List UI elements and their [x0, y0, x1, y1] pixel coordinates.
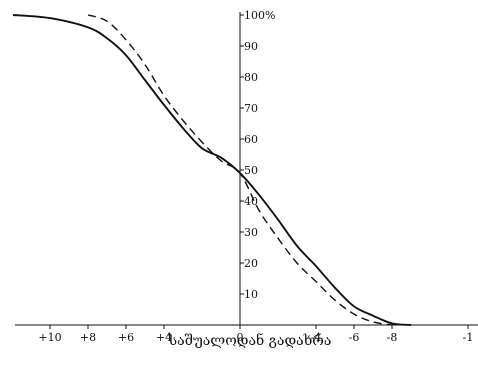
y-tick-label: 80 [244, 71, 258, 84]
y-tick-label: 10 [244, 288, 258, 301]
y-tick-label: 50 [244, 164, 258, 177]
x-tick-label: -8 [387, 331, 398, 344]
y-tick-label: 40 [244, 195, 258, 208]
x-tick-label: +6 [118, 331, 134, 344]
solid-series-line [12, 14, 412, 326]
y-tick-label: 100% [244, 9, 275, 22]
x-tick-label: -4 [311, 331, 322, 344]
y-tick-label: 70 [244, 102, 258, 115]
x-tick-label: -1 [463, 331, 474, 344]
y-tick-label: 60 [244, 133, 258, 146]
y-tick-label: 30 [244, 226, 258, 239]
y-tick-label: 20 [244, 257, 258, 270]
dashed-series-line [87, 14, 393, 326]
x-tick-label: +8 [80, 331, 96, 344]
x-tick-label: +10 [38, 331, 61, 344]
x-tick-label: -6 [349, 331, 360, 344]
x-tick-label: +4 [156, 331, 172, 344]
y-tick-label: 90 [244, 40, 258, 53]
x-axis-title: საშუალოდან გადახრა [168, 331, 332, 349]
x-tick-label: 0 [237, 331, 244, 344]
